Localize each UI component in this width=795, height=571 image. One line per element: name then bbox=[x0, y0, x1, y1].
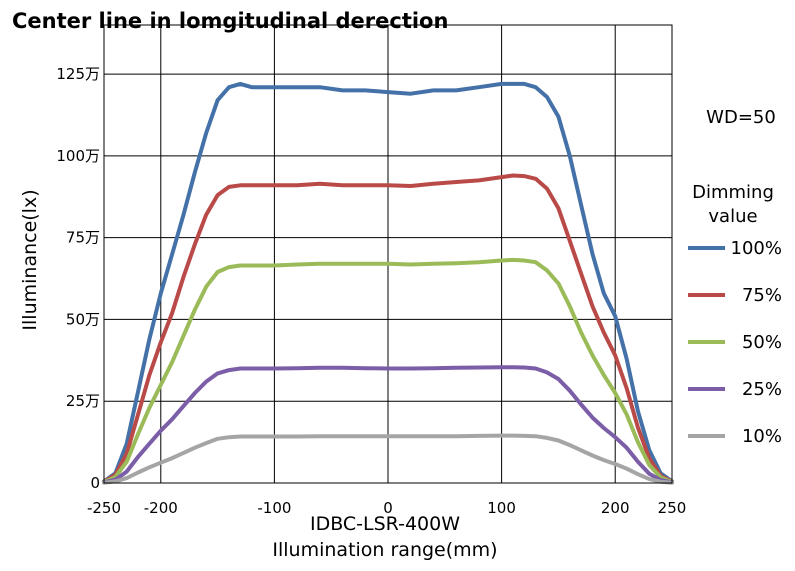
series-line-50pct bbox=[102, 257, 674, 484]
series-lines bbox=[102, 81, 674, 485]
x-axis-label-line2: Illumination range(mm) bbox=[272, 539, 497, 561]
y-tick-label: 125万 bbox=[56, 65, 100, 83]
y-tick-label: 50万 bbox=[66, 310, 100, 328]
legend-title-line1: Dimming bbox=[692, 182, 774, 203]
x-tick-label: -250 bbox=[87, 499, 121, 517]
legend-label: 100% bbox=[731, 238, 782, 259]
x-tick-label: 200 bbox=[601, 499, 630, 517]
tick-labels: -250 -200 -100 0 100 200 250 0 25万 50万 75万 100万 125万 bbox=[56, 65, 686, 517]
x-tick-label: 0 bbox=[383, 499, 393, 517]
y-tick-label: 25万 bbox=[66, 392, 100, 410]
x-tick-label: -200 bbox=[144, 499, 178, 517]
x-axis-label-line1: IDBC-LSR-400W bbox=[310, 513, 460, 535]
legend-label: 10% bbox=[742, 426, 782, 447]
legend-title-line2: value bbox=[708, 206, 757, 227]
legend-label: 25% bbox=[742, 379, 782, 400]
plot-frame bbox=[103, 24, 673, 484]
legend: 100% 75% 50% 25% 10% bbox=[688, 238, 782, 447]
series-line-100pct bbox=[102, 81, 674, 484]
y-tick-label: 75万 bbox=[66, 229, 100, 247]
x-tick-label: -100 bbox=[257, 499, 291, 517]
series-line-25pct bbox=[102, 365, 674, 485]
chart-title: Center line in lomgitudinal derection bbox=[12, 9, 448, 33]
x-tick-label: 250 bbox=[658, 499, 687, 517]
annotation-wd: WD=50 bbox=[706, 107, 776, 128]
legend-label: 75% bbox=[742, 285, 782, 306]
legend-label: 50% bbox=[742, 332, 782, 353]
x-tick-label: 100 bbox=[487, 499, 516, 517]
series-line-10pct bbox=[102, 433, 674, 485]
y-tick-label: 0 bbox=[90, 474, 100, 492]
y-tick-label: 100万 bbox=[56, 147, 100, 165]
y-axis-label: Illuminance(lx) bbox=[19, 189, 41, 330]
series-line-75pct bbox=[102, 173, 674, 484]
